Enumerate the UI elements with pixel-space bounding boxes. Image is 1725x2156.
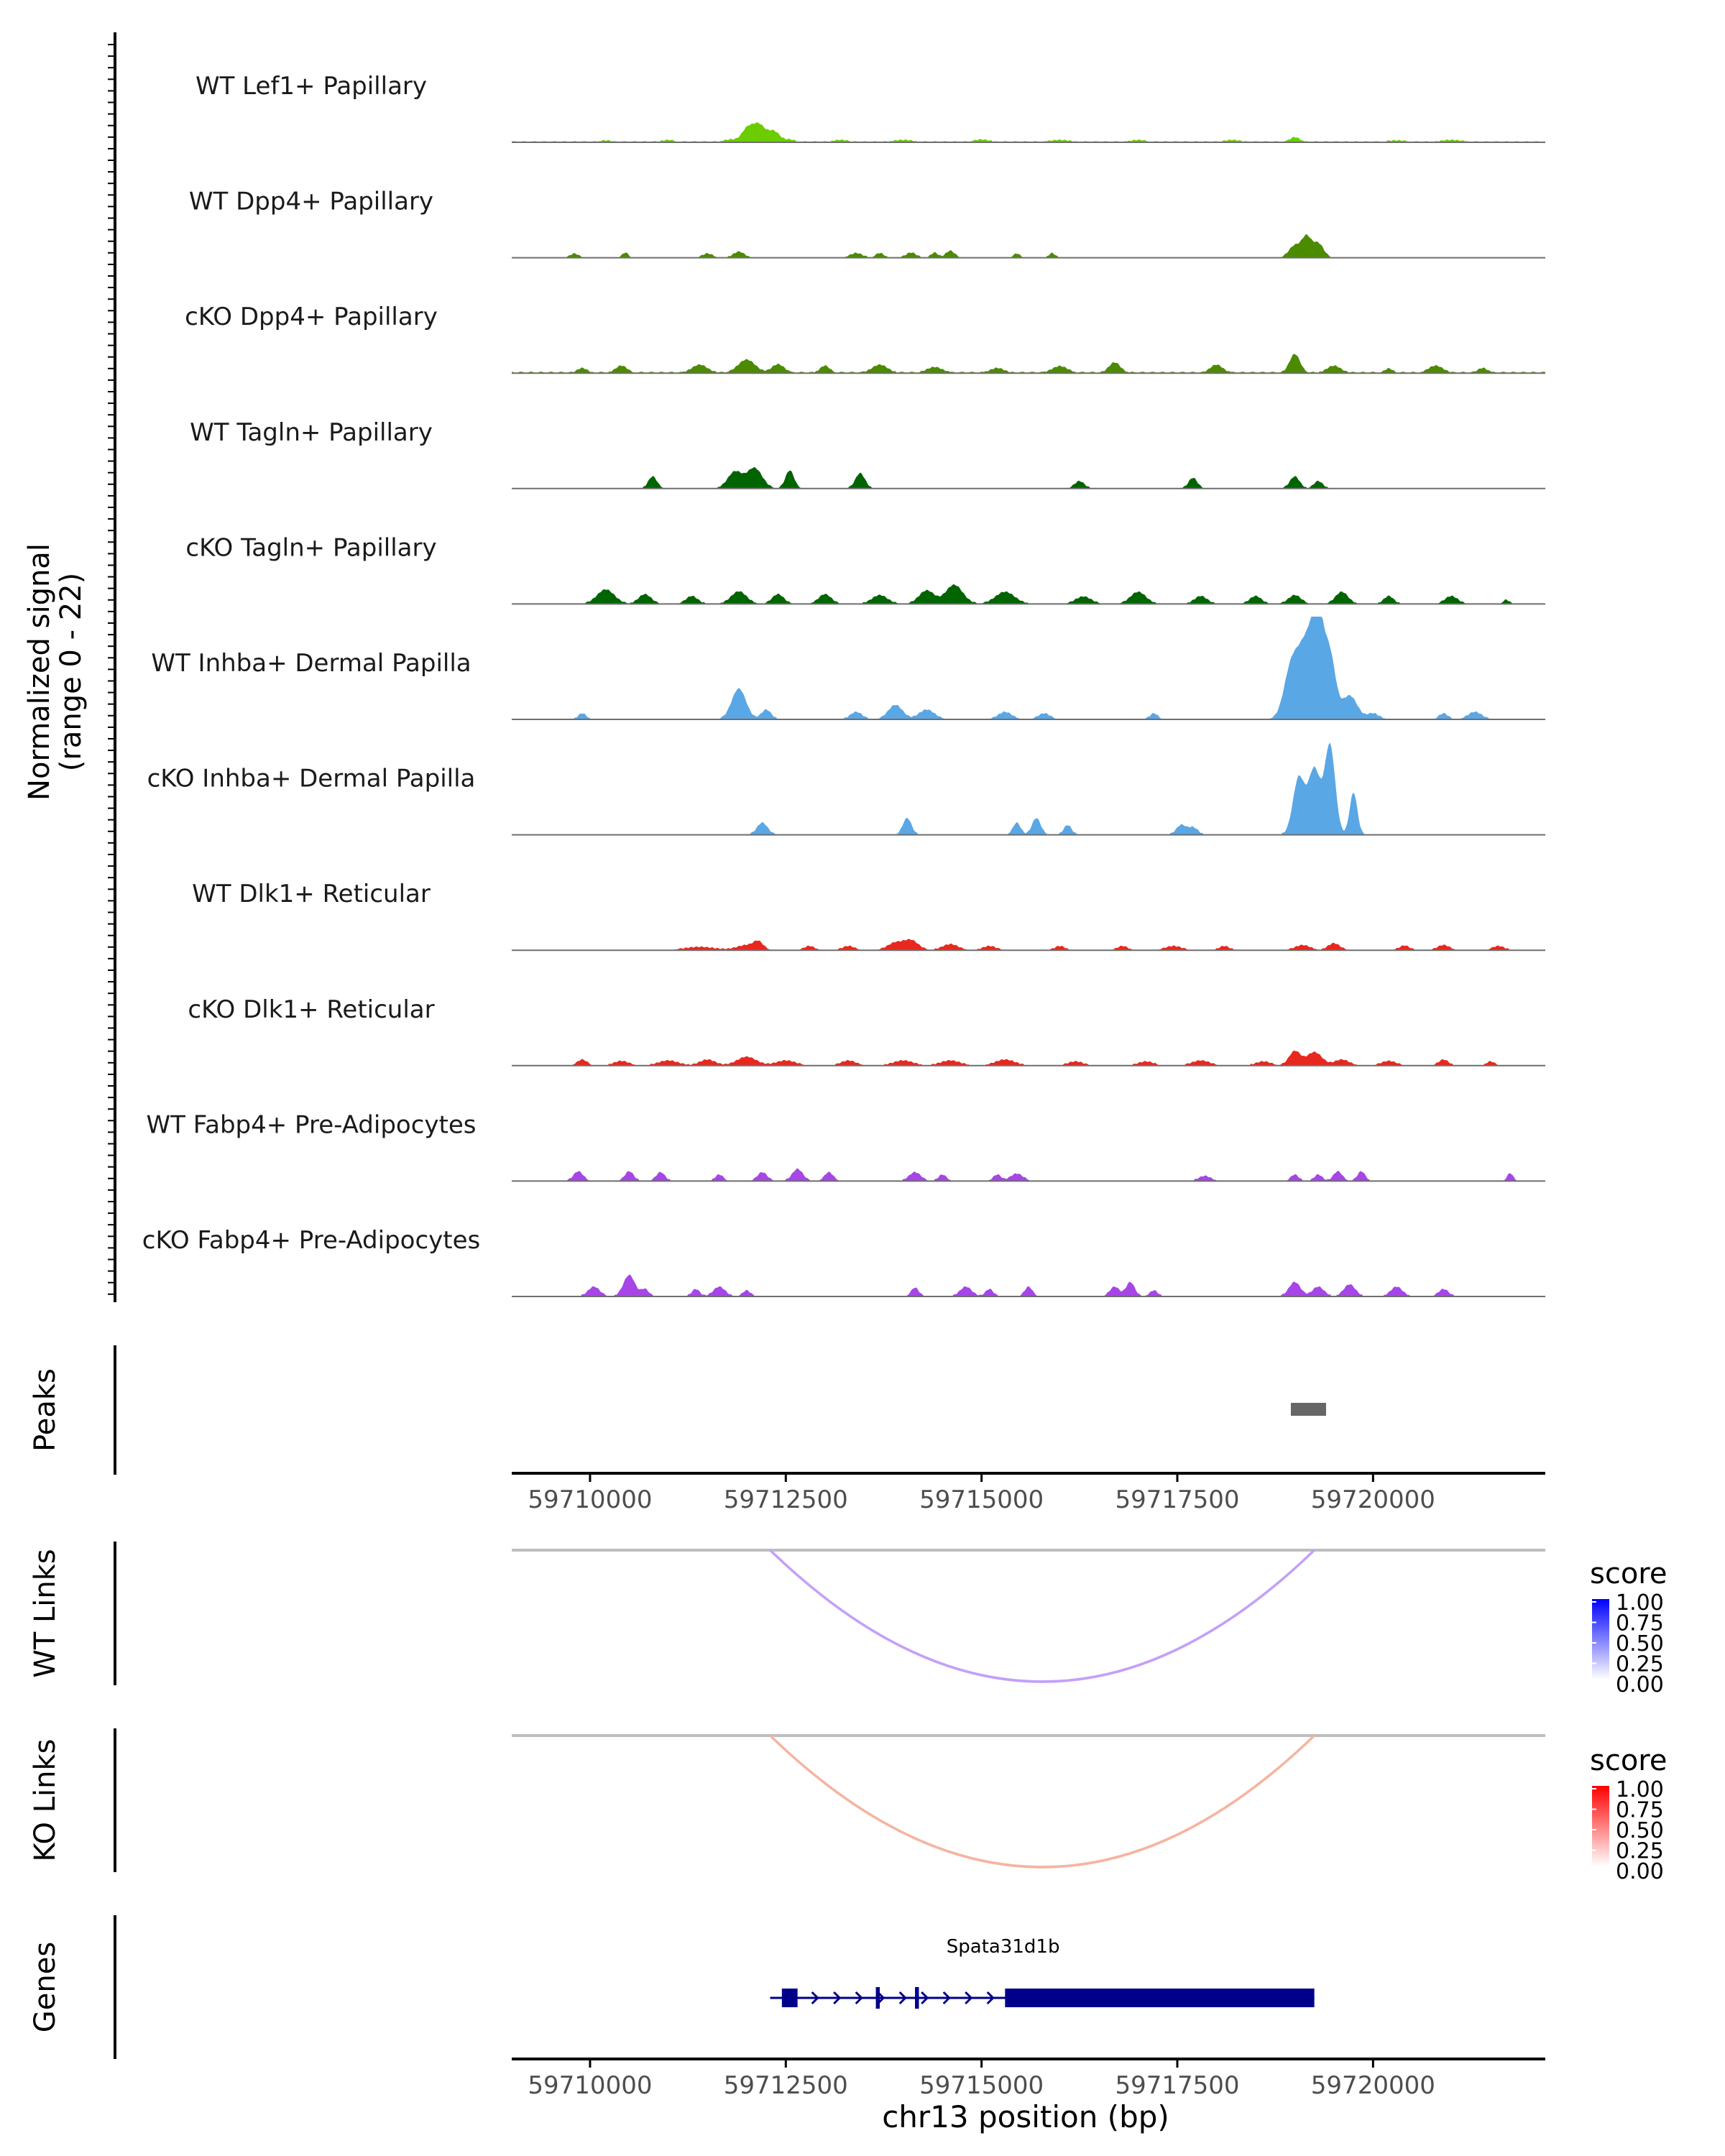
- coverage-track: WT Inhba+ Dermal Papilla: [151, 617, 1545, 720]
- x-tick-label: 59720000: [1311, 2071, 1435, 2100]
- strand-arrow: [833, 1991, 842, 2005]
- strand-arrow: [811, 1991, 819, 2005]
- coverage-track: WT Dpp4+ Papillary: [189, 188, 1545, 259]
- strand-arrow: [921, 1991, 929, 2005]
- coverage-track: cKO Inhba+ Dermal Papilla: [147, 742, 1545, 836]
- coverage-axis: [108, 32, 116, 1302]
- coverage-area: [512, 742, 1545, 835]
- legend-title: score: [1590, 1557, 1667, 1590]
- strand-arrow: [942, 1991, 951, 2005]
- x-tick-label: 59720000: [1311, 1485, 1435, 1514]
- peak-region: [1290, 1403, 1326, 1416]
- coverage-track: cKO Fabp4+ Pre-Adipocytes: [142, 1226, 1545, 1297]
- coverage-track: cKO Tagln+ Papillary: [185, 533, 1545, 605]
- legend-tick-label: 1.00: [1616, 1777, 1664, 1802]
- track-label: cKO Inhba+ Dermal Papilla: [147, 765, 476, 793]
- x-axis-top: 59710000 59712500 59715000 59717500 59720000: [512, 1472, 1545, 1514]
- legend-colorbar: [1592, 1599, 1609, 1680]
- coverage-track: WT Tagln+ Papillary: [190, 418, 1545, 489]
- coverage-y-label: Normalized signal: [23, 543, 56, 801]
- track-label: WT Lef1+ Papillary: [196, 72, 427, 101]
- legend-tick-label: 0.75: [1616, 1611, 1664, 1636]
- x-tick-label: 59710000: [528, 2071, 652, 2100]
- gene-exon: [915, 1987, 919, 2009]
- gene-name: Spata31d1b: [947, 1936, 1060, 1958]
- legend-tick-label: 0.50: [1616, 1631, 1664, 1657]
- legend-tick-label: 0.75: [1616, 1798, 1664, 1823]
- coverage-area: [512, 584, 1545, 604]
- coverage-track: WT Dlk1+ Reticular: [192, 880, 1545, 952]
- x-axis-label: chr13 position (bp): [882, 2099, 1169, 2134]
- coverage-tracks: WT Lef1+ Papillary WT Dpp4+ Papillary cKO …: [142, 72, 1545, 1297]
- links-y-label: KO Links: [29, 1739, 62, 1862]
- coverage-track: WT Lef1+ Papillary: [196, 72, 1545, 143]
- gene-exon: [875, 1987, 880, 2009]
- coverage-area: [512, 122, 1545, 142]
- gene-exon: [781, 1989, 798, 2007]
- strand-arrow: [986, 1991, 995, 2005]
- coverage-area: [512, 1050, 1545, 1066]
- track-label: WT Fabp4+ Pre-Adipocytes: [147, 1110, 477, 1139]
- x-tick-label: 59715000: [919, 2071, 1044, 2100]
- x-tick-label: 59717500: [1115, 1485, 1239, 1514]
- legend-colorbar: [1592, 1786, 1609, 1866]
- gene-model: Spata31d1b: [770, 1936, 1315, 2009]
- track-label: cKO Fabp4+ Pre-Adipocytes: [142, 1226, 481, 1255]
- x-tick-label: 59715000: [919, 1485, 1044, 1514]
- strand-arrow: [965, 1991, 973, 2005]
- strand-arrow: [898, 1991, 907, 2005]
- coverage-area: [512, 939, 1545, 951]
- track-label: WT Inhba+ Dermal Papilla: [151, 649, 471, 678]
- coverage-area: [512, 1274, 1545, 1296]
- x-axis-bottom: 59710000 59712500 59715000 59717500 59720000: [512, 2058, 1545, 2100]
- x-tick-label: 59717500: [1115, 2071, 1239, 2100]
- genes-panel: Genes Spata31d1b: [29, 1915, 1315, 2059]
- link-arc: [769, 1734, 1315, 1869]
- x-tick-label: 59710000: [528, 1485, 652, 1514]
- coverage-area: [512, 234, 1545, 258]
- track-label: WT Dlk1+ Reticular: [192, 880, 431, 908]
- gene-exon: [1005, 1989, 1315, 2007]
- peaks-y-label: Peaks: [29, 1368, 62, 1452]
- coverage-area: [512, 617, 1545, 719]
- track-label: WT Tagln+ Papillary: [190, 418, 433, 447]
- genes-y-label: Genes: [29, 1942, 62, 2032]
- legend-tick-label: 1.00: [1616, 1590, 1664, 1616]
- peaks-panel: Peaks: [29, 1345, 1326, 1475]
- legend-tick-label: 0.00: [1616, 1859, 1664, 1884]
- strand-arrow: [855, 1991, 863, 2005]
- coverage-area: [512, 1168, 1545, 1181]
- x-tick-label: 59712500: [724, 1485, 848, 1514]
- coverage-track: cKO Dpp4+ Papillary: [185, 303, 1545, 374]
- legend-title: score: [1590, 1744, 1667, 1777]
- legend-tick-label: 0.25: [1616, 1652, 1664, 1677]
- coverage-track: WT Fabp4+ Pre-Adipocytes: [147, 1110, 1545, 1182]
- legend-tick-label: 0.50: [1616, 1818, 1664, 1843]
- legend-tick-label: 0.25: [1616, 1839, 1664, 1864]
- coverage-y-range-label: (range 0 - 22): [55, 573, 88, 771]
- link-arc: [769, 1549, 1315, 1683]
- legend-tick-label: 0.00: [1616, 1672, 1664, 1697]
- links-y-label: WT Links: [29, 1549, 62, 1677]
- track-label: cKO Dlk1+ Reticular: [188, 995, 434, 1024]
- x-tick-label: 59712500: [724, 2071, 848, 2100]
- coverage-area: [512, 466, 1545, 489]
- track-label: cKO Dpp4+ Papillary: [185, 303, 438, 331]
- track-label: cKO Tagln+ Papillary: [185, 533, 436, 562]
- track-label: WT Dpp4+ Papillary: [189, 188, 433, 216]
- coverage-track: cKO Dlk1+ Reticular: [188, 995, 1545, 1067]
- coverage-area: [512, 354, 1545, 374]
